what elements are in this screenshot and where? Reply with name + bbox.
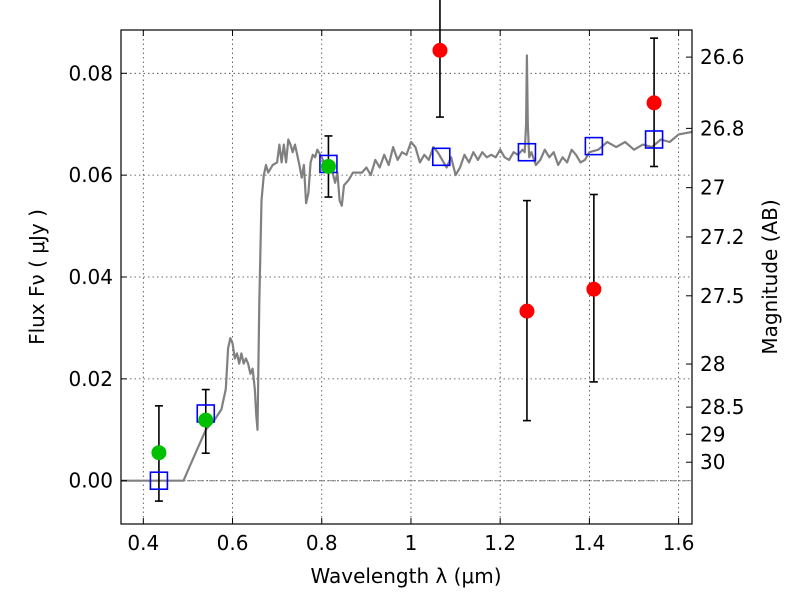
green-data-point	[198, 412, 214, 428]
x-tick-label: 0.6	[217, 531, 249, 555]
right-tick-label: 26.6	[700, 45, 745, 69]
y-tick-label: 0.02	[68, 367, 113, 391]
model-band-square	[644, 130, 664, 149]
x-tick-label: 1.2	[484, 531, 516, 555]
right-tick-label: 28.5	[700, 395, 745, 419]
right-tick-label: 27.5	[700, 284, 745, 308]
model-spectrum-layer	[121, 54, 693, 482]
right-tick-label: 29	[700, 422, 725, 446]
model-band-square	[431, 147, 451, 167]
x-axis-label: Wavelength λ (μm)	[310, 564, 501, 588]
axes: 0.4 0.6 0.8 1 1.2 1.4 1.6 0.00 0.02 0.04 0.06 0.08 2…	[68, 30, 745, 555]
right-tick-label: 28	[700, 352, 725, 376]
right-axis-label: Magnitude (AB)	[758, 199, 782, 354]
red-data-point	[432, 42, 448, 58]
x-tick-label: 1	[405, 531, 418, 555]
x-tick-label: 1.4	[573, 531, 605, 555]
y-tick-label: 0.00	[68, 469, 113, 493]
green-data-point	[320, 158, 336, 174]
right-tick-label: 30	[700, 450, 725, 474]
right-tick-label: 27	[700, 176, 725, 200]
red-data-point	[646, 95, 662, 111]
y-tick-label: 0.08	[68, 61, 113, 85]
x-tick-label: 0.4	[127, 531, 159, 555]
grid	[121, 30, 692, 524]
y-axis-label: Flux Fν ( μJy )	[25, 209, 49, 345]
right-tick-label: 27.2	[700, 225, 745, 249]
model-band-square	[149, 471, 169, 491]
model-spectrum-line	[121, 54, 693, 482]
red-data-point	[586, 281, 602, 297]
right-tick-label: 26.8	[700, 116, 745, 140]
x-tick-label: 1.6	[663, 531, 695, 555]
model-band-square	[517, 142, 537, 162]
y-tick-label: 0.04	[68, 265, 113, 289]
red-data-point	[519, 303, 535, 319]
y-tick-label: 0.06	[68, 163, 113, 187]
green-data-point	[151, 445, 167, 461]
model-band-square	[584, 136, 604, 156]
data-markers	[149, 42, 664, 491]
x-tick-label: 0.8	[306, 531, 338, 555]
